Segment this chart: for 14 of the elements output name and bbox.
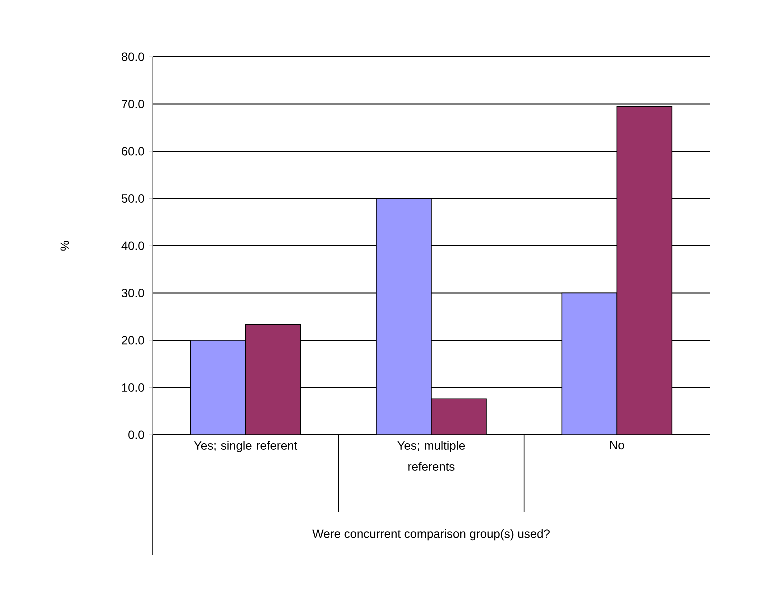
y-tick-label: 70.0 xyxy=(122,100,144,109)
y-tick-label: 50.0 xyxy=(122,194,144,204)
x-tick-label: Yes; single referent xyxy=(194,441,298,452)
y-tick-label: 40.0 xyxy=(122,242,144,250)
y-tick-label: 60.0 xyxy=(122,147,144,156)
y-tick-label: 30.0 xyxy=(122,289,144,298)
y-tick-label: 10.0 xyxy=(122,384,144,392)
x-tick-label: No xyxy=(610,441,624,450)
y-tick-label: 0.0 xyxy=(128,430,144,440)
x-axis-title: Were concurrent comparison group(s) used? xyxy=(312,529,550,541)
y-axis-title: % xyxy=(60,241,70,251)
y-tick-label: 80.0 xyxy=(122,52,144,62)
y-tick-label: 20.0 xyxy=(122,336,144,345)
x-tick-label: Yes; multiple referents xyxy=(398,441,466,472)
